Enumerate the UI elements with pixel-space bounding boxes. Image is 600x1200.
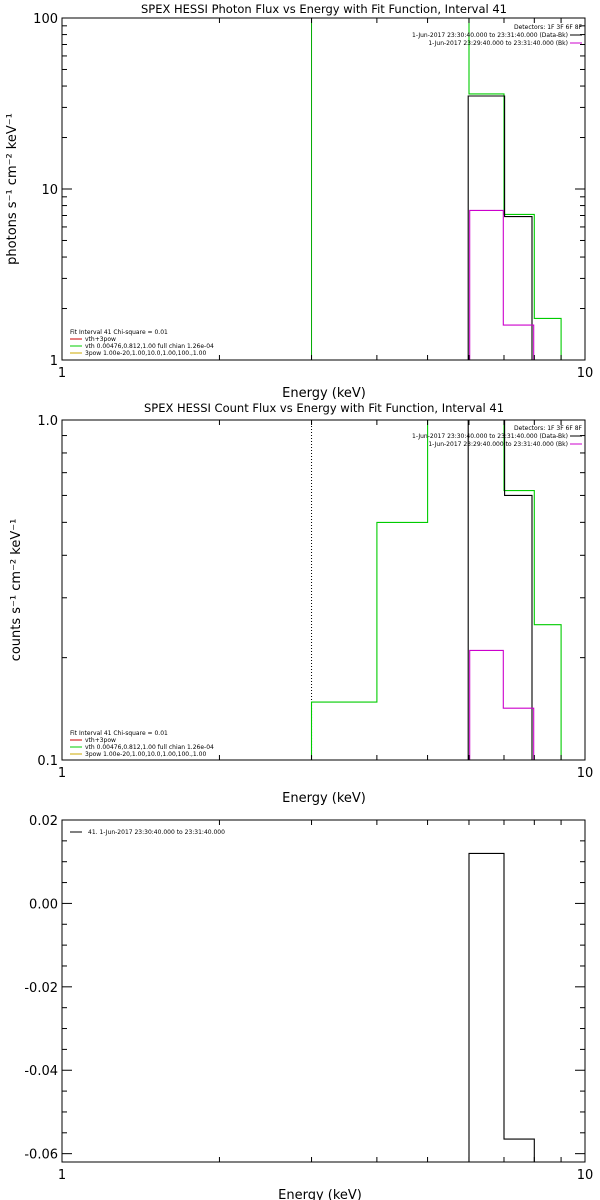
- y-tick-label: 100: [33, 12, 58, 27]
- series-line-1: [467, 420, 533, 760]
- legend-entry-interval: 41. 1-Jun-2017 23:30:40.000 to 23:31:40.…: [88, 829, 225, 836]
- plot-marks: [468, 852, 535, 1162]
- series-line-1: [467, 95, 533, 360]
- series-line-2: [469, 649, 535, 760]
- legend-entry-data-bk: 1-Jun-2017 23:30:40.000 to 23:31:40.000 …: [412, 433, 568, 440]
- axis-ticks: 1 10 0.1 1.0: [37, 414, 593, 781]
- legend-entry-vth: vth 0.00476,0.812,1.00 full chian 1.26e-…: [85, 744, 214, 751]
- legend-header: Detectors: 1F 3F 6F 8F: [514, 24, 583, 31]
- plot-marks: [311, 18, 562, 360]
- series-line-2: [469, 209, 535, 360]
- y-tick-label: -0.02: [24, 981, 58, 996]
- legend-entry-vth: vth 0.00476,0.812,1.00 full chian 1.26e-…: [85, 343, 214, 350]
- x-axis-label: Energy (keV): [282, 386, 366, 401]
- legend-top-right: Detectors: 1F 3F 6F 8F 1-Jun-2017 23:30:…: [412, 24, 582, 47]
- y-tick-label: -0.06: [24, 1148, 58, 1163]
- axis-ticks: 1 10 1 10 100: [33, 12, 593, 381]
- legend-top-right: Detectors: 1F 3F 6F 8F 1-Jun-2017 23:30:…: [412, 425, 582, 448]
- x-tick-label: 10: [577, 366, 594, 381]
- axis-ticks: 1 10 0.02 0.00 -0.02 -0.04 -0.06: [24, 814, 593, 1183]
- legend-entry-data-bk: 1-Jun-2017 23:30:40.000 to 23:31:40.000 …: [412, 32, 568, 39]
- y-tick-label: 0.02: [29, 814, 58, 829]
- y-tick-label: 1.0: [37, 414, 58, 429]
- x-tick-label: 1: [58, 766, 66, 781]
- x-tick-label: 10: [577, 1168, 594, 1183]
- series-line-0: [427, 18, 562, 360]
- x-axis-label: Energy (keV): [278, 1188, 362, 1200]
- x-axis-label: Energy (keV): [282, 791, 366, 806]
- plot-frame: [61, 819, 586, 1163]
- legend-entry-3pow: 3pow 1.00e-20,1.00,10.0,1.00,100.,1.00: [85, 350, 206, 357]
- x-tick-label: 1: [58, 1168, 66, 1183]
- legend-entry-bk: 1-Jun-2017 23:29:40.000 to 23:31:40.000 …: [428, 40, 568, 47]
- series-line-0: [468, 852, 535, 1162]
- plot-marks: [310, 420, 562, 760]
- y-tick-label: 0.00: [29, 897, 58, 912]
- legend-entry-total: vth+3pow: [85, 336, 116, 343]
- series-group: [311, 18, 562, 360]
- y-axis-label: photons s⁻¹ cm⁻² keV⁻¹: [5, 113, 20, 265]
- y-tick-label: 0.1: [37, 754, 58, 769]
- legend-entry-3pow: 3pow 1.00e-20,1.00,10.0,1.00,100.,1.00: [85, 751, 206, 758]
- y-axis-label: counts s⁻¹ cm⁻² keV⁻¹: [9, 519, 24, 662]
- fit-interval-text: Fit Interval 41 Chi-square = 0.01: [70, 329, 168, 336]
- legend-entry-total: vth+3pow: [85, 737, 116, 744]
- x-tick-label: 10: [577, 766, 594, 781]
- y-tick-label: 10: [41, 183, 58, 198]
- y-tick-label: 1: [50, 354, 58, 369]
- legend-header: Detectors: 1F 3F 6F 8F: [514, 425, 583, 432]
- residuals-panel: 1 100.020.00-0.02-0.04-0.06 Energy (keV) …: [24, 814, 593, 1200]
- fit-interval-text: Fit Interval 41 Chi-square = 0.01: [70, 730, 168, 737]
- series-line-0: [310, 420, 562, 760]
- legend-top-left: 41. 1-Jun-2017 23:30:40.000 to 23:31:40.…: [70, 829, 225, 836]
- count-flux-panel: SPEX HESSI Count Flux vs Energy with Fit…: [9, 401, 593, 806]
- photon-flux-panel: SPEX HESSI Photon Flux vs Energy with Fi…: [5, 2, 593, 401]
- legend-entry-bk: 1-Jun-2017 23:29:40.000 to 23:31:40.000 …: [428, 441, 568, 448]
- series-group: [310, 420, 562, 760]
- panel-title: SPEX HESSI Count Flux vs Energy with Fit…: [144, 401, 504, 415]
- series-group: [468, 852, 535, 1162]
- legend-bottom-left: Fit Interval 41 Chi-square = 0.01 vth+3p…: [70, 730, 214, 758]
- y-tick-label: -0.04: [24, 1064, 58, 1079]
- panel-title: SPEX HESSI Photon Flux vs Energy with Fi…: [141, 2, 507, 16]
- legend-bottom-left: Fit Interval 41 Chi-square = 0.01 vth+3p…: [70, 329, 214, 357]
- plot-frame: [61, 419, 586, 761]
- x-tick-label: 1: [58, 366, 66, 381]
